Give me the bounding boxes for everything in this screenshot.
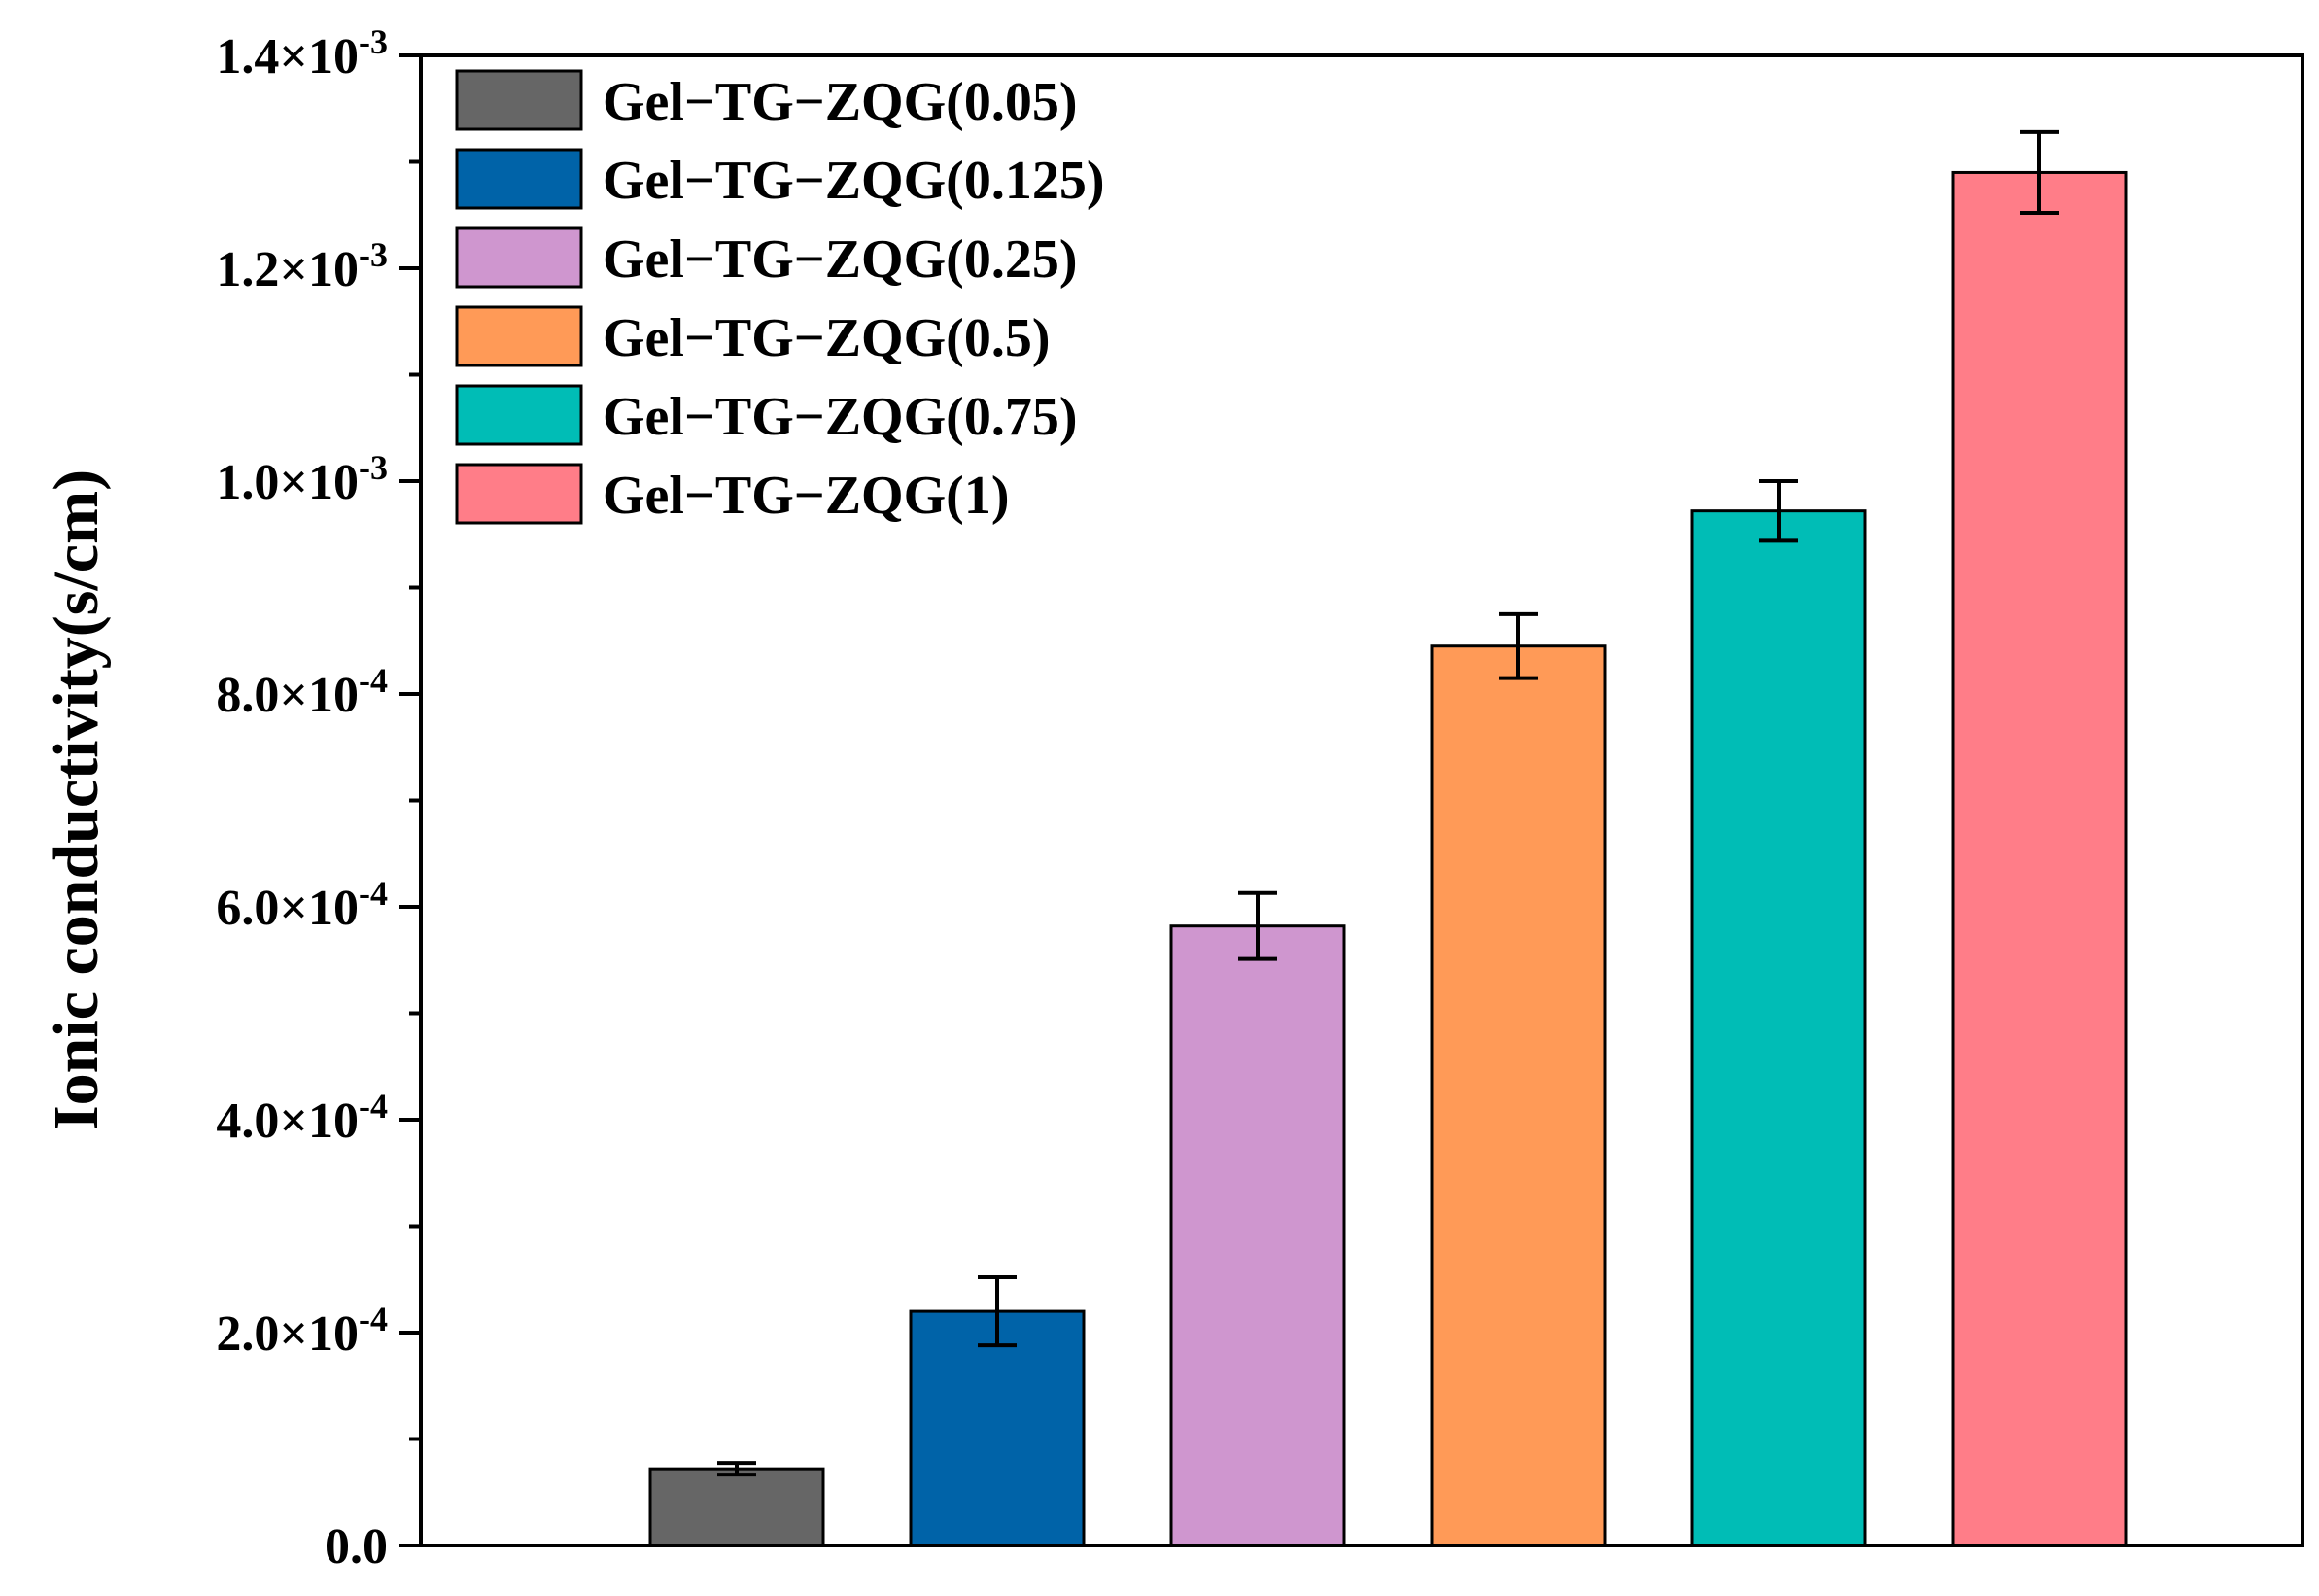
bars-layer [648, 170, 2128, 1547]
error-bar-1 [717, 1461, 756, 1477]
legend-swatch [455, 148, 583, 210]
legend-item: Gel−TG−ZQG(0.75) [455, 384, 1077, 447]
bar-1 [648, 1467, 825, 1547]
legend-label: Gel−TG−ZQG(0.25) [603, 229, 1077, 290]
y-axis-ticks [399, 53, 421, 1547]
legend-item: Gel−TG−ZQG(0.25) [455, 226, 1077, 290]
y-tick-label: 1.0×10-3 [216, 448, 388, 510]
y-axis-tick-labels: 0.0 2.0×10-4 4.0×10-4 6.0×10-4 8.0×10-4 1.0×1… [216, 22, 388, 1575]
y-tick-label: 8.0×10-4 [216, 661, 388, 723]
legend-swatch [455, 226, 583, 289]
legend-label: Gel−TG−ZQG(0.75) [603, 387, 1077, 447]
legend-item: Gel−TG−ZQG(1) [455, 463, 1009, 526]
legend-swatch [455, 69, 583, 131]
legend-item: Gel−TG−ZQG(0.5) [455, 305, 1050, 368]
error-bar-5 [1759, 479, 1798, 543]
bar-5 [1690, 509, 1867, 1547]
y-tick-label: 1.4×10-3 [216, 22, 388, 85]
legend-swatch [455, 463, 583, 525]
bar-2 [909, 1309, 1086, 1547]
bar-4 [1430, 644, 1607, 1547]
legend-swatch [455, 305, 583, 367]
error-bar-3 [1238, 890, 1277, 961]
bar-3 [1169, 924, 1346, 1547]
legend: Gel−TG−ZQG(0.05) Gel−TG−ZQG(0.125) Gel−TG−… [455, 69, 1104, 526]
y-tick-label: 4.0×10-4 [216, 1087, 388, 1149]
legend-item: Gel−TG−ZQG(0.125) [455, 148, 1104, 211]
legend-label: Gel−TG−ZQG(1) [603, 466, 1009, 526]
y-tick-label: 1.2×10-3 [216, 235, 388, 297]
error-bar-6 [2020, 129, 2059, 216]
y-tick-label: 6.0×10-4 [216, 874, 388, 936]
legend-swatch [455, 384, 583, 446]
error-bar-4 [1499, 611, 1538, 680]
bar-6 [1951, 170, 2128, 1547]
y-axis-title: Ionic conductivity(s/cm) [41, 469, 112, 1130]
legend-label: Gel−TG−ZQG(0.5) [603, 308, 1050, 368]
error-bars-layer [717, 129, 2059, 1477]
error-bar-2 [978, 1275, 1017, 1348]
y-tick-label: 0.0 [325, 1519, 388, 1575]
legend-item: Gel−TG−ZQG(0.05) [455, 69, 1077, 132]
y-tick-label: 2.0×10-4 [216, 1300, 388, 1362]
legend-label: Gel−TG−ZQG(0.125) [603, 151, 1104, 211]
legend-label: Gel−TG−ZQG(0.05) [603, 72, 1077, 132]
